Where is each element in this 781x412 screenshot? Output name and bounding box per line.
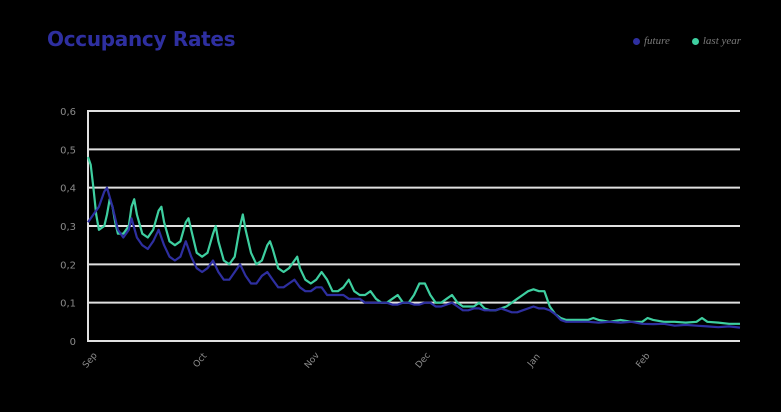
series-line-last-year [86,156,740,325]
x-tick-label: Dec [414,351,433,371]
series-line-future [87,186,741,329]
x-tick-label: Feb [635,351,653,370]
x-tick-label: Sep [81,351,100,371]
legend-label-last-year: last year [702,35,742,47]
y-axis-ticks: 0 0,1 0,2 0,3 0,4 0,5 0,6 [60,107,76,348]
chart-title: Occupancy Rates [47,27,236,51]
legend-item-last-year: last year [691,35,742,47]
gridlines [88,110,740,342]
legend-marker-future-icon [633,37,640,45]
x-tick-label: Jan [526,352,543,370]
y-tick-label: 0,6 [60,107,76,118]
y-tick-label: 0 [70,337,76,348]
y-tick-label: 0,3 [60,222,76,233]
y-tick-label: 0,4 [60,184,76,195]
legend-item-future: future [633,35,670,47]
legend-label-future: future [644,35,670,47]
y-tick-label: 0,2 [60,260,76,271]
chart-legend: future last year [633,35,741,47]
x-tick-label: Oct [192,351,210,370]
y-tick-label: 0,1 [60,299,76,310]
x-axis-ticks: Sep Oct Nov Dec Jan Feb [81,350,652,370]
legend-marker-last-year-icon [691,37,699,45]
y-tick-label: 0,5 [60,145,76,156]
x-tick-label: Nov [303,350,322,370]
